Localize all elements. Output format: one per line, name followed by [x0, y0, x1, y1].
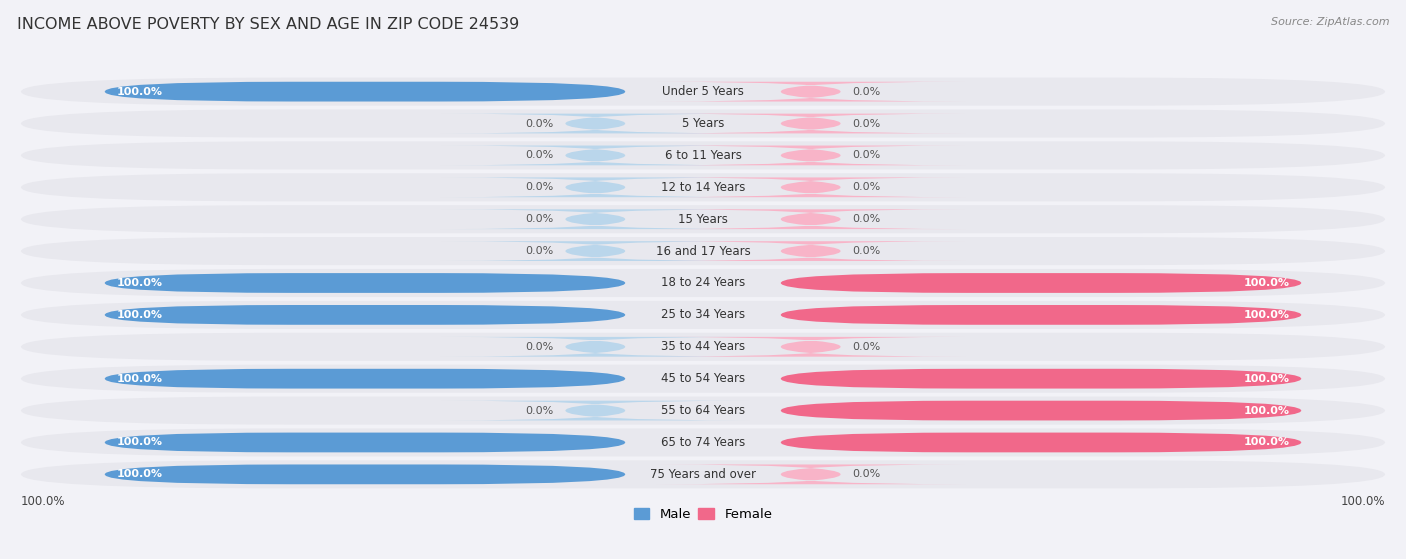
Text: 25 to 34 Years: 25 to 34 Years: [661, 309, 745, 321]
FancyBboxPatch shape: [440, 113, 751, 134]
Text: 100.0%: 100.0%: [1243, 438, 1289, 447]
FancyBboxPatch shape: [104, 433, 626, 452]
Text: 0.0%: 0.0%: [852, 150, 880, 160]
FancyBboxPatch shape: [21, 173, 1385, 201]
FancyBboxPatch shape: [440, 145, 751, 165]
FancyBboxPatch shape: [780, 273, 1302, 293]
Text: 45 to 54 Years: 45 to 54 Years: [661, 372, 745, 385]
Text: 0.0%: 0.0%: [852, 246, 880, 256]
FancyBboxPatch shape: [780, 401, 1302, 420]
Text: 75 Years and over: 75 Years and over: [650, 468, 756, 481]
FancyBboxPatch shape: [655, 145, 966, 165]
FancyBboxPatch shape: [104, 369, 626, 389]
Text: 0.0%: 0.0%: [852, 214, 880, 224]
FancyBboxPatch shape: [780, 369, 1302, 389]
Text: 0.0%: 0.0%: [852, 470, 880, 480]
Text: 100.0%: 100.0%: [117, 310, 163, 320]
Text: 100.0%: 100.0%: [1243, 406, 1289, 415]
FancyBboxPatch shape: [21, 333, 1385, 361]
FancyBboxPatch shape: [104, 273, 626, 293]
Text: Source: ZipAtlas.com: Source: ZipAtlas.com: [1271, 17, 1389, 27]
Text: 100.0%: 100.0%: [117, 87, 163, 97]
Text: 35 to 44 Years: 35 to 44 Years: [661, 340, 745, 353]
Text: 0.0%: 0.0%: [852, 119, 880, 129]
FancyBboxPatch shape: [780, 433, 1302, 452]
FancyBboxPatch shape: [440, 177, 751, 197]
Text: 100.0%: 100.0%: [117, 438, 163, 447]
FancyBboxPatch shape: [655, 113, 966, 134]
Text: 0.0%: 0.0%: [526, 342, 554, 352]
Text: 65 to 74 Years: 65 to 74 Years: [661, 436, 745, 449]
FancyBboxPatch shape: [21, 301, 1385, 329]
FancyBboxPatch shape: [21, 110, 1385, 138]
Legend: Male, Female: Male, Female: [628, 503, 778, 527]
Text: 100.0%: 100.0%: [117, 470, 163, 480]
FancyBboxPatch shape: [440, 241, 751, 261]
Text: 100.0%: 100.0%: [1243, 310, 1289, 320]
FancyBboxPatch shape: [655, 82, 966, 102]
FancyBboxPatch shape: [104, 305, 626, 325]
FancyBboxPatch shape: [440, 401, 751, 420]
Text: 6 to 11 Years: 6 to 11 Years: [665, 149, 741, 162]
Text: Under 5 Years: Under 5 Years: [662, 85, 744, 98]
Text: 16 and 17 Years: 16 and 17 Years: [655, 245, 751, 258]
FancyBboxPatch shape: [655, 465, 966, 484]
Text: 0.0%: 0.0%: [852, 182, 880, 192]
Text: 100.0%: 100.0%: [1243, 373, 1289, 383]
FancyBboxPatch shape: [104, 82, 626, 102]
FancyBboxPatch shape: [21, 428, 1385, 457]
Text: 0.0%: 0.0%: [526, 119, 554, 129]
Text: 100.0%: 100.0%: [1243, 278, 1289, 288]
Text: 0.0%: 0.0%: [526, 246, 554, 256]
FancyBboxPatch shape: [655, 209, 966, 229]
Text: 5 Years: 5 Years: [682, 117, 724, 130]
Text: 12 to 14 Years: 12 to 14 Years: [661, 181, 745, 194]
FancyBboxPatch shape: [21, 460, 1385, 489]
FancyBboxPatch shape: [21, 205, 1385, 233]
Text: INCOME ABOVE POVERTY BY SEX AND AGE IN ZIP CODE 24539: INCOME ABOVE POVERTY BY SEX AND AGE IN Z…: [17, 17, 519, 32]
FancyBboxPatch shape: [655, 337, 966, 357]
Text: 55 to 64 Years: 55 to 64 Years: [661, 404, 745, 417]
FancyBboxPatch shape: [21, 78, 1385, 106]
FancyBboxPatch shape: [655, 241, 966, 261]
FancyBboxPatch shape: [21, 364, 1385, 393]
FancyBboxPatch shape: [21, 269, 1385, 297]
FancyBboxPatch shape: [21, 141, 1385, 169]
FancyBboxPatch shape: [440, 209, 751, 229]
Text: 0.0%: 0.0%: [526, 214, 554, 224]
Text: 100.0%: 100.0%: [117, 373, 163, 383]
Text: 0.0%: 0.0%: [852, 342, 880, 352]
Text: 100.0%: 100.0%: [1340, 495, 1385, 508]
Text: 15 Years: 15 Years: [678, 213, 728, 226]
FancyBboxPatch shape: [104, 465, 626, 484]
Text: 18 to 24 Years: 18 to 24 Years: [661, 277, 745, 290]
Text: 0.0%: 0.0%: [526, 182, 554, 192]
Text: 0.0%: 0.0%: [852, 87, 880, 97]
FancyBboxPatch shape: [21, 396, 1385, 425]
Text: 0.0%: 0.0%: [526, 406, 554, 415]
Text: 0.0%: 0.0%: [526, 150, 554, 160]
FancyBboxPatch shape: [21, 237, 1385, 265]
FancyBboxPatch shape: [655, 177, 966, 197]
FancyBboxPatch shape: [780, 305, 1302, 325]
Text: 100.0%: 100.0%: [21, 495, 66, 508]
FancyBboxPatch shape: [440, 337, 751, 357]
Text: 100.0%: 100.0%: [117, 278, 163, 288]
